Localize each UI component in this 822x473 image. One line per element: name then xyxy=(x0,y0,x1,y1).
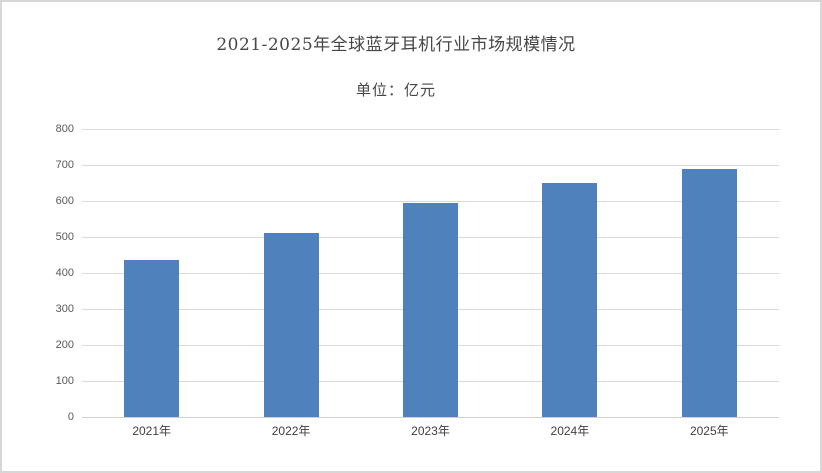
y-tick-label-300: 300 xyxy=(55,303,74,315)
bar-2021年 xyxy=(124,260,180,417)
gridline-600 xyxy=(82,200,779,202)
x-tick-label-2023年: 2023年 xyxy=(411,424,450,438)
bar-2025年 xyxy=(681,168,737,417)
x-tick-label-2021年: 2021年 xyxy=(132,424,172,438)
chart-subtitle: 单位：亿元 xyxy=(355,81,436,99)
bar-2024年 xyxy=(542,183,598,417)
y-tick-label-600: 600 xyxy=(55,195,74,207)
gridline-800 xyxy=(82,128,779,130)
plot-area xyxy=(82,128,779,418)
x-tick-label-2024年: 2024年 xyxy=(550,424,590,438)
y-tick-label-500: 500 xyxy=(55,231,74,243)
x-tick-label-2022年: 2022年 xyxy=(271,424,311,438)
chart-title: 2021-2025年全球蓝牙耳机行业市场规模情况 xyxy=(216,35,576,55)
y-tick-label-800: 800 xyxy=(55,123,74,135)
gridline-700 xyxy=(82,164,779,166)
y-tick-label-0: 0 xyxy=(67,411,74,423)
y-tick-label-200: 200 xyxy=(55,339,74,351)
y-tick-label-700: 700 xyxy=(55,159,74,171)
y-tick-label-100: 100 xyxy=(55,375,74,387)
x-axis-line xyxy=(82,416,779,418)
bar-2023年 xyxy=(403,202,458,417)
y-tick-label-400: 400 xyxy=(55,267,74,279)
bar-2022年 xyxy=(263,233,319,417)
x-tick-label-2025年: 2025年 xyxy=(689,424,729,438)
